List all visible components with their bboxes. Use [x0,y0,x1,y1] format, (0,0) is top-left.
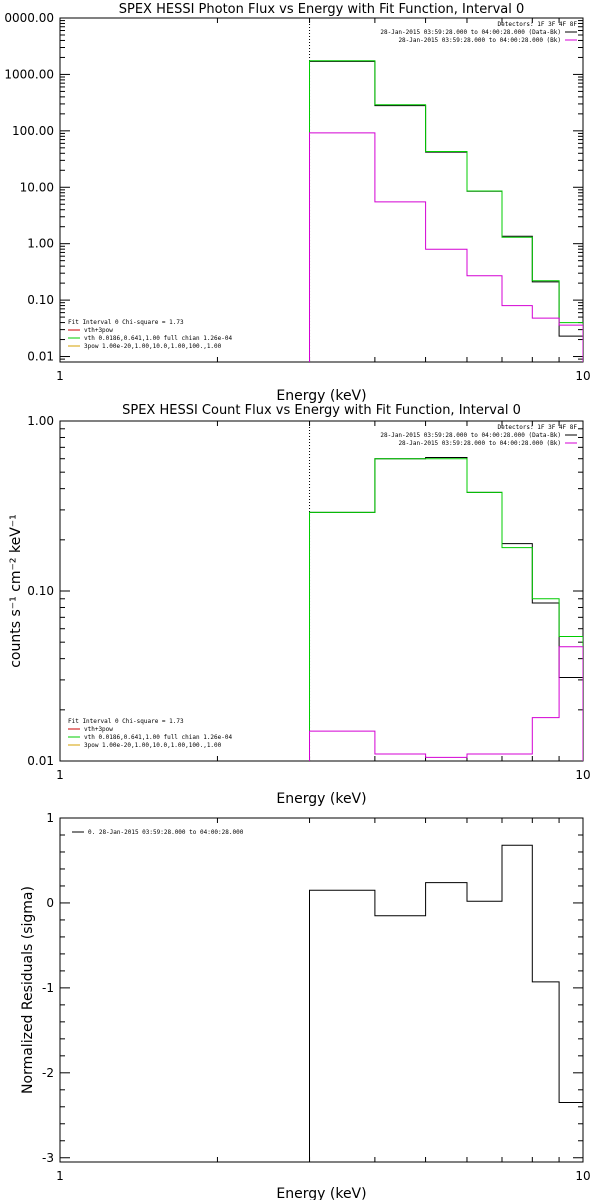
series-line-0 [309,60,583,362]
series-line-0 [309,844,583,1162]
x-tick-label: 10 [575,1169,590,1183]
y-tick-label: -3 [42,1151,54,1165]
series-group [309,844,583,1162]
legend-entry: 0. 28-Jan-2015 03:59:28.000 to 04:00:28.… [88,829,244,836]
y-tick-label: 0000.00 [4,11,54,25]
x-axis-label: Energy (keV) [276,1186,366,1200]
series-line-0 [309,457,583,761]
x-axis-label: Energy (keV) [276,791,366,807]
y-tick-label: -1 [42,981,54,995]
legend-header: Detectors: 1F 3F 4F 8F [498,424,578,431]
y-axis-label: counts s⁻¹ cm⁻² keV⁻¹ [8,514,24,668]
y-tick-label: 0.01 [27,350,54,364]
legend-entry: vth+3pow [84,726,113,733]
y-tick-label: 1 [46,811,54,825]
x-tick-label: 1 [56,1169,64,1183]
x-tick-label: 10 [575,369,590,383]
y-tick-label: -2 [42,1066,54,1080]
chart-title: SPEX HESSI Photon Flux vs Energy with Fi… [119,2,525,17]
legend-entry: 28-Jan-2015 03:59:28.000 to 04:00:28.000… [398,37,561,44]
y-tick-label: 1.00 [27,414,54,428]
plot-frame [59,17,584,363]
series-line-1 [309,60,583,362]
legend-fit-header: Fit Interval 0 Chi-square = 1.73 [68,319,184,326]
plot-frame [59,420,584,762]
y-tick-label: 0.01 [27,754,54,768]
legend-entry: 28-Jan-2015 03:59:28.000 to 04:00:28.000… [380,29,561,36]
legend-fit-header: Fit Interval 0 Chi-square = 1.73 [68,718,184,725]
y-tick-label: 1000.00 [4,67,54,81]
plot-frame [59,817,584,1163]
y-tick-label: 0.10 [27,584,54,598]
x-tick-label: 1 [56,768,64,782]
y-tick-label: 10.00 [20,180,54,194]
series-line-1 [309,458,583,761]
series-group [309,60,583,362]
legend-entry: 28-Jan-2015 03:59:28.000 to 04:00:28.000… [398,440,561,447]
series-line-2 [309,646,583,761]
y-tick-label: 1.00 [27,237,54,251]
legend-header: Detectors: 1F 3F 4F 8F [498,21,578,28]
legend-entry: 3pow 1.00e-20,1.00,10.0,1.00,100.,1.00 [84,742,222,749]
x-tick-label: 10 [575,768,590,782]
chart-title: SPEX HESSI Count Flux vs Energy with Fit… [122,403,521,418]
y-tick-label: 100.00 [12,124,54,138]
y-tick-label: 0 [46,896,54,910]
y-axis-label: Normalized Residuals (sigma) [20,886,36,1094]
x-tick-label: 1 [56,369,64,383]
y-tick-label: 0.10 [27,293,54,307]
series-line-2 [309,132,583,362]
legend-entry: vth 0.0186,0.641,1.00 full chian 1.26e-0… [84,734,232,741]
legend-entry: vth 0.0186,0.641,1.00 full chian 1.26e-0… [84,335,232,342]
legend-entry: 3pow 1.00e-20,1.00,10.0,1.00,100.,1.00 [84,343,222,350]
series-group [309,457,583,761]
legend-entry: 28-Jan-2015 03:59:28.000 to 04:00:28.000… [380,432,561,439]
legend-entry: vth+3pow [84,327,113,334]
x-axis-label: Energy (keV) [276,388,366,404]
